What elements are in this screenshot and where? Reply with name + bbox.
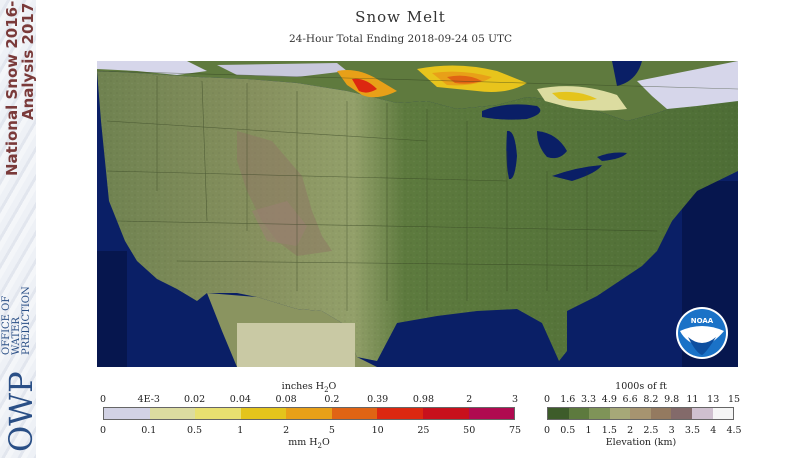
page-title: Snow Melt [355,8,446,26]
snow-melt-swatch [149,408,196,419]
mm-tick-label: 25 [417,425,430,436]
snow-melt-swatch [195,408,241,419]
lake-superior [482,104,541,120]
noaa-logo-text: NOAA [691,317,714,325]
elevation-ft-tick-label: 4.9 [601,394,617,405]
elevation-ft-tick-label: 13 [707,394,720,405]
snow-melt-swatch [286,408,332,419]
owp-logo: OWP [2,371,40,452]
elevation-swatch [671,408,692,419]
elevation-km-title: Elevation (km) [605,437,677,448]
inches-tick-label: 0.04 [229,394,251,405]
mm-tick-label: 75 [508,425,522,436]
ocean-deep-pacific [97,251,127,367]
inches-tick-label: 0.98 [412,394,435,405]
mm-tick-label: 0.1 [141,425,157,436]
elevation-swatch [630,408,651,419]
elevation-km-tick-label: 4.5 [726,425,742,436]
snow-melt-swatch [240,408,287,419]
elevation-ft-tick-label: 9.8 [664,394,680,405]
hudson-bay-edge [612,61,642,86]
elevation-swatch [548,408,569,419]
noaa-logo: NOAA [676,307,728,359]
page-subtitle: 24-Hour Total Ending 2018-09-24 05 UTC [289,33,512,45]
mexico-masked [237,323,355,367]
elevation-swatch [568,408,590,419]
snow-melt-map: NOAA [97,61,738,367]
mm-tick-label: 2 [283,425,290,436]
elevation-km-tick-label: 4 [710,425,717,436]
elevation-ft-tick-label: 11 [686,394,699,405]
inches-tick-label: 2 [466,394,473,405]
elevation-color-bar [547,407,734,420]
elevation-km-tick-label: 3.5 [684,425,700,436]
elevation-ft-tick-label: 3.3 [580,394,597,405]
lake-huron [537,131,567,159]
mm-tick-label: 0.5 [186,425,203,436]
state-borders [97,70,738,311]
elevation-km-tick-label: 3 [668,425,675,436]
elevation-swatch [712,408,734,419]
inches-tick-label: 4E-3 [137,394,160,405]
lake-erie [552,165,602,181]
elevation-km-tick-label: 1.5 [601,425,617,436]
mm-tick-label: 0 [99,425,107,436]
elevation-km-tick-label: 2 [627,425,634,436]
sidebar-banner: National Snow 2016- Analysis 2017 OFFICE… [0,0,40,458]
lake-michigan [506,130,517,180]
owp-office-text: OFFICE OF WATER PREDICTION [1,286,32,355]
snow-melt-swatch [104,408,150,419]
snow-melt-color-bar [103,407,515,420]
owp-office-line: PREDICTION [21,286,32,355]
elevation-km-tick-label: 0.5 [560,425,576,436]
inches-tick-label: 3 [511,394,519,405]
elevation-ft-tick-label: 8.2 [643,394,659,405]
mm-title: mm H2O [288,437,330,450]
mm-tick-label: 5 [328,425,335,436]
elevation-ft-tick-label: 0 [543,394,551,405]
elevation-swatch [609,408,631,419]
mm-tick-label: 10 [371,425,384,436]
elevation-swatch [650,408,672,419]
elevation-ft-tick-label: 6.6 [622,394,638,405]
elevation-ft-tick-label: 1.6 [560,394,576,405]
mm-tick-label: 1 [237,425,244,436]
lake-ontario [597,152,627,161]
inches-title: inches H2O [281,381,337,394]
inches-tick-label: 0.02 [183,394,206,405]
elevation-ft-title: 1000s of ft [615,381,667,392]
elevation-km-tick-label: 1 [585,425,592,436]
canada-land [97,61,738,121]
elevation-km-tick-label: 0 [543,425,551,436]
mm-tick-label: 50 [463,425,476,436]
inches-tick-label: 0.08 [275,394,297,405]
elevation-km-tick-label: 2.5 [643,425,659,436]
inches-tick-label: 0.2 [324,394,340,405]
snow-melt-swatch [377,408,423,419]
snow-melt-swatch [468,408,515,419]
snow-cover-canada [637,61,738,109]
elevation-swatch [691,408,713,419]
snow-melt-swatch [331,408,378,419]
inches-tick-label: 0 [99,394,107,405]
elevation-swatch [589,408,610,419]
elevation-ft-tick-label: 15 [727,394,741,405]
inches-tick-label: 0.39 [367,394,389,405]
snow-melt-swatch [422,408,469,419]
